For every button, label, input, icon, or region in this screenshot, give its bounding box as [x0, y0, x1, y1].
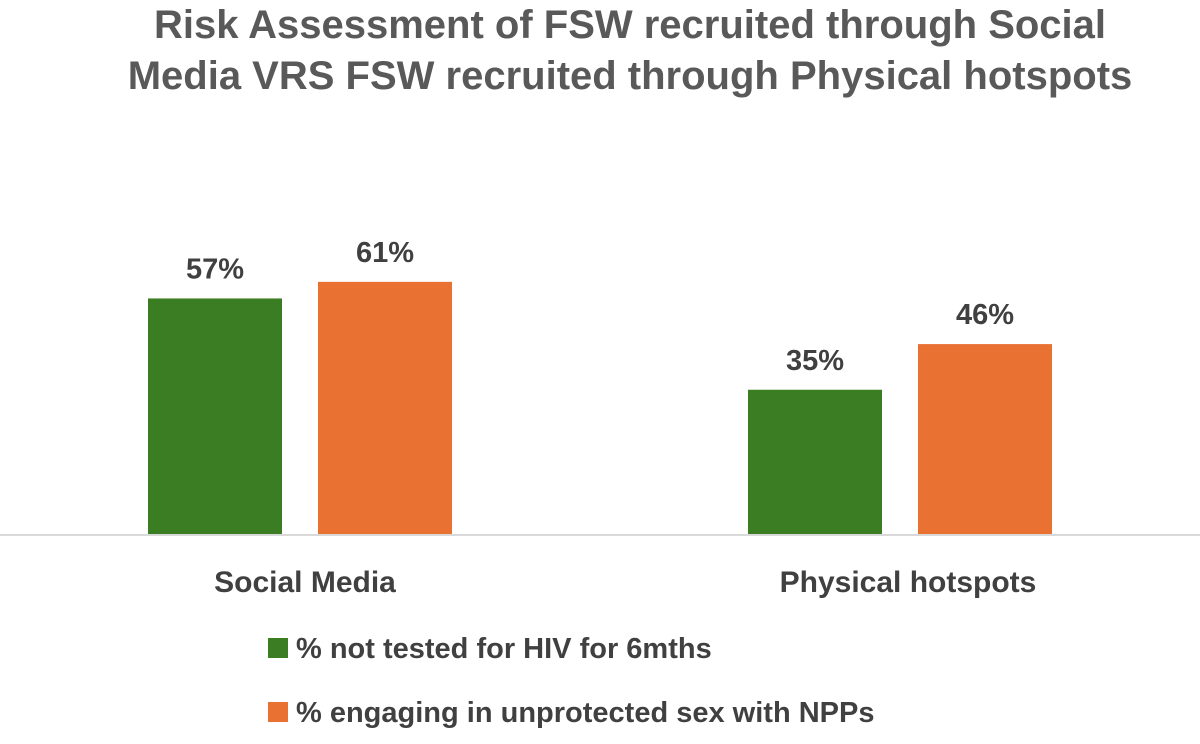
legend-swatch [268, 702, 288, 722]
data-labels-group: 57% 35% 61% 46% [186, 237, 1014, 377]
chart-title-line-1: Risk Assessment of FSW recruited through… [154, 3, 1106, 47]
bar-series-2-social-media [318, 281, 452, 535]
legend-swatch [268, 638, 288, 658]
data-label: 61% [356, 237, 414, 269]
bars-group [148, 281, 1052, 535]
data-label: 35% [786, 345, 844, 377]
legend-entry-label: % engaging in unprotected sex with NPPs [296, 697, 874, 729]
data-label: 57% [186, 253, 244, 285]
bar-series-2-physical-hotspots [918, 344, 1052, 535]
data-label: 46% [956, 299, 1014, 331]
bar-series-1-social-media [148, 298, 282, 535]
legend: % not tested for HIV for 6mths % engaging… [268, 633, 874, 729]
legend-entry-label: % not tested for HIV for 6mths [296, 633, 712, 665]
category-labels-group: Social Media Physical hotspots [214, 566, 1036, 599]
category-label: Physical hotspots [780, 566, 1037, 599]
chart-title: Risk Assessment of FSW recruited through… [128, 3, 1133, 98]
category-label: Social Media [214, 566, 396, 599]
bar-series-1-physical-hotspots [748, 389, 882, 535]
chart-title-line-2: Media VRS FSW recruited through Physical… [128, 54, 1133, 98]
